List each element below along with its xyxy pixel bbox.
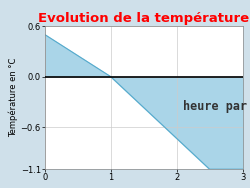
Title: Evolution de la température: Evolution de la température — [38, 12, 249, 25]
Y-axis label: Température en °C: Température en °C — [8, 58, 18, 137]
Text: heure par heure: heure par heure — [183, 100, 250, 113]
